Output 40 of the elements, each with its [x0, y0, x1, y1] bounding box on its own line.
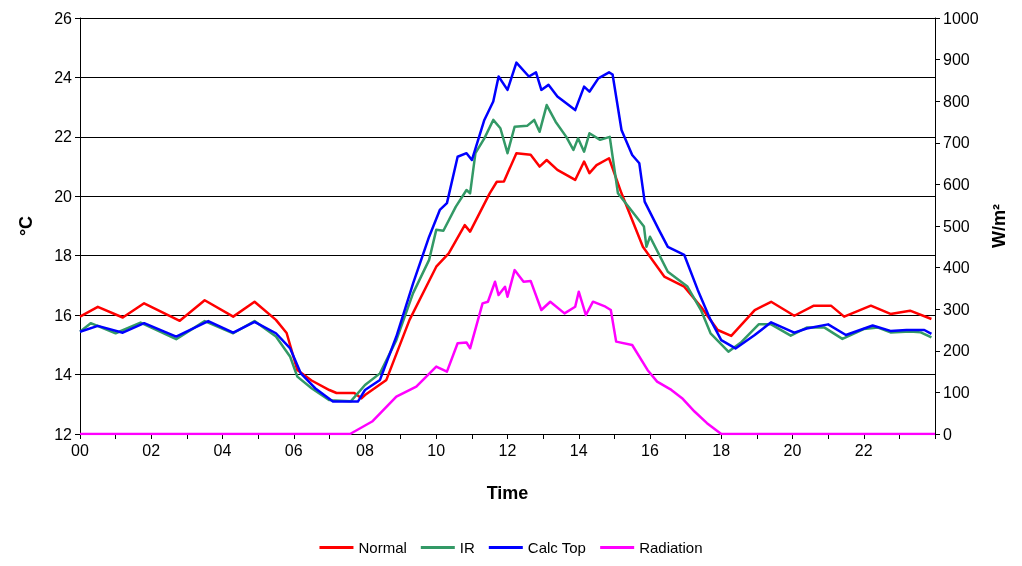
x-tick-label: 02 — [142, 441, 161, 459]
y2-tick-label: 100 — [943, 383, 970, 401]
y2-tick-label: 200 — [943, 342, 970, 360]
y2-tick-label: 900 — [943, 51, 970, 69]
y-tick-label: 12 — [54, 425, 73, 443]
x-tick-label: 22 — [854, 441, 873, 459]
line-series — [78, 268, 937, 436]
x-tick-label: 14 — [569, 441, 588, 459]
x-tick-label: 20 — [783, 441, 802, 459]
x-tick-label: 18 — [712, 441, 731, 459]
y-tick-label: 24 — [54, 68, 73, 86]
legend-label: Calc Top — [527, 539, 586, 556]
y-axis-title: °C — [16, 215, 36, 237]
x-tick-label: 10 — [427, 441, 446, 459]
y2-tick-label: 700 — [943, 134, 970, 152]
x-tick-label: 04 — [213, 441, 232, 459]
y2-tick-label: 600 — [943, 175, 970, 193]
y-tick-label: 14 — [54, 366, 73, 384]
y-tick-label: 18 — [54, 247, 73, 265]
legend-label: Normal — [358, 539, 407, 556]
legend-label: Radiation — [639, 539, 703, 556]
x-tick-label: 06 — [284, 441, 303, 459]
y-tick-label: 20 — [54, 187, 73, 205]
y2-tick-label: 400 — [943, 259, 970, 277]
y-tick-label: 16 — [54, 306, 73, 324]
y2-tick-label: 0 — [943, 425, 952, 443]
y2-tick-label: 800 — [943, 92, 970, 110]
y2-tick-label: 300 — [943, 300, 970, 318]
y2-tick-label: 500 — [943, 217, 970, 235]
line-series — [78, 151, 933, 400]
x-tick-label: 12 — [498, 441, 517, 459]
y-tick-label: 22 — [54, 128, 73, 146]
y2-axis-title: W/m² — [989, 204, 1009, 248]
legend-label: IR — [459, 539, 475, 556]
x-axis-title: Time — [486, 483, 529, 503]
x-tick-label: 16 — [641, 441, 659, 459]
y-tick-label: 26 — [54, 9, 73, 27]
y2-tick-label: 1000 — [943, 9, 979, 27]
x-tick-label: 08 — [356, 441, 374, 459]
x-tick-label: 00 — [71, 441, 89, 459]
